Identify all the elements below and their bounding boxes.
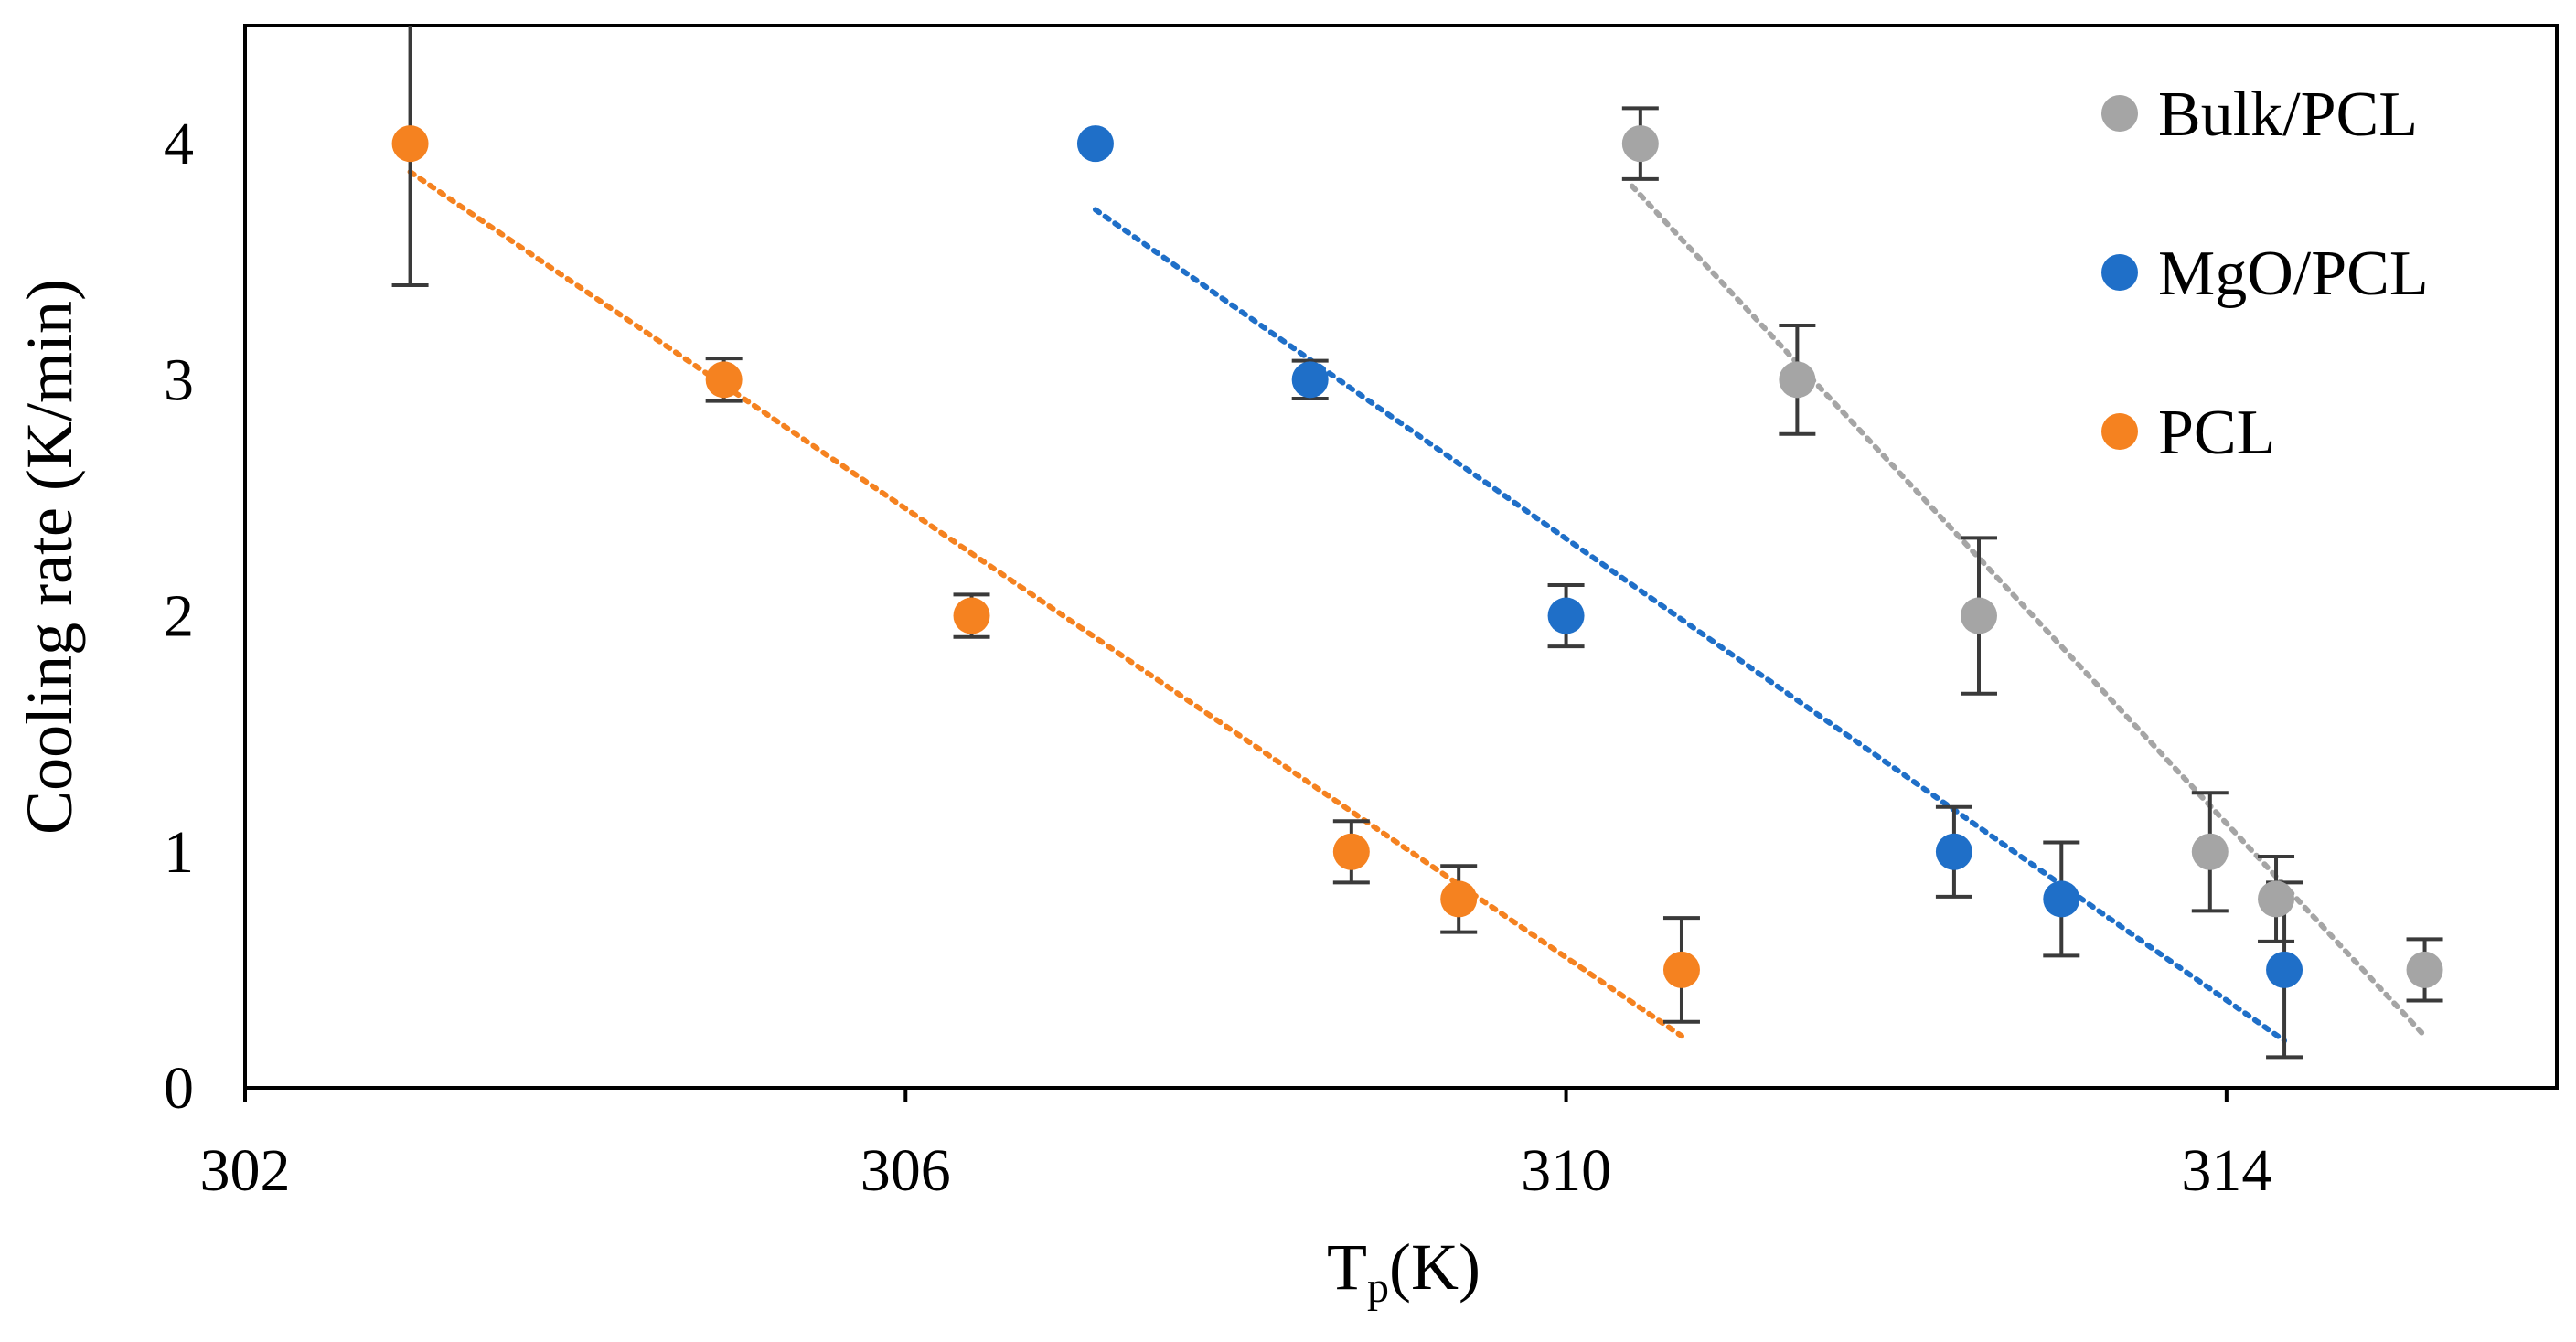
data-point-bulk-pcl bbox=[1779, 361, 1816, 399]
legend-marker bbox=[2101, 413, 2138, 450]
plot-area-frame bbox=[243, 24, 2559, 1090]
data-point-mgo-pcl bbox=[1291, 361, 1329, 399]
legend-label: PCL bbox=[2158, 398, 2275, 468]
data-point-pcl bbox=[953, 597, 990, 634]
axis-ticks: 302 306 310 314 0 1 2 3 4 bbox=[164, 111, 2271, 1204]
trendlines bbox=[407, 169, 2428, 1044]
x-axis-title-main: T bbox=[1327, 1230, 1367, 1304]
trendline-mgo-pcl bbox=[1092, 207, 2288, 1044]
legend-marker bbox=[2101, 95, 2138, 132]
legend-label: MgO/PCL bbox=[2158, 239, 2429, 309]
x-tick-label: 306 bbox=[860, 1137, 951, 1204]
data-point-bulk-pcl bbox=[2406, 951, 2443, 988]
x-axis-title: Tp(K) bbox=[1327, 1230, 1480, 1312]
data-point-pcl bbox=[1662, 951, 1700, 988]
data-point-mgo-pcl bbox=[2266, 951, 2303, 988]
x-axis-title-subscript: p bbox=[1367, 1263, 1389, 1312]
data-point-mgo-pcl bbox=[1935, 833, 1972, 870]
trendline-pcl bbox=[407, 169, 1684, 1039]
y-tick-label: 2 bbox=[164, 583, 194, 650]
y-axis-title: Cooling rate (K/min) bbox=[13, 279, 86, 835]
y-tick-label: 0 bbox=[164, 1055, 194, 1122]
x-tick-label: 314 bbox=[2181, 1137, 2271, 1204]
y-tick-label: 1 bbox=[164, 819, 194, 886]
x-axis-title-suffix: (K) bbox=[1389, 1230, 1480, 1304]
data-point-pcl bbox=[1440, 880, 1478, 918]
data-point-pcl bbox=[391, 125, 429, 163]
data-point-mgo-pcl bbox=[1547, 597, 1585, 634]
data-point-bulk-pcl bbox=[1621, 125, 1659, 163]
x-tick-label: 302 bbox=[200, 1137, 291, 1204]
legend: Bulk/PCL MgO/PCL PCL bbox=[2101, 80, 2429, 468]
y-tick-label: 3 bbox=[164, 346, 194, 413]
data-point-mgo-pcl bbox=[2043, 880, 2080, 918]
data-point-bulk-pcl bbox=[1961, 597, 1997, 634]
legend-marker bbox=[2101, 254, 2138, 291]
legend-label: Bulk/PCL bbox=[2158, 80, 2418, 150]
data-point-mgo-pcl bbox=[1076, 125, 1114, 163]
y-tick-label: 4 bbox=[164, 111, 194, 177]
data-point-bulk-pcl bbox=[2258, 880, 2295, 918]
data-point-pcl bbox=[705, 361, 743, 399]
error-bars bbox=[391, 26, 2443, 1060]
trendline-bulk-pcl bbox=[1629, 183, 2428, 1039]
data-points bbox=[391, 125, 2443, 988]
data-point-bulk-pcl bbox=[2191, 833, 2229, 870]
data-point-pcl bbox=[1332, 833, 1370, 870]
x-tick-label: 310 bbox=[1521, 1137, 1611, 1204]
